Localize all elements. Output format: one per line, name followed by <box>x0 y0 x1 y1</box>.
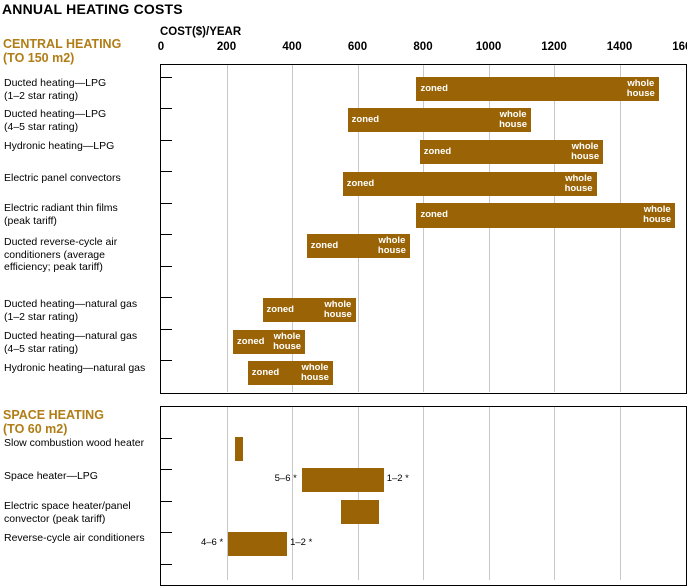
gridline <box>619 65 621 392</box>
bar-high-label: whole house <box>643 204 672 225</box>
row-tick <box>160 234 172 235</box>
gridline <box>423 65 424 392</box>
bar-low-label: zoned <box>251 367 280 378</box>
x-tick-label: 1200 <box>541 41 567 53</box>
gridline <box>292 65 293 392</box>
bar-high-label: whole house <box>571 141 600 162</box>
x-axis-title: COST($)/YEAR <box>160 26 242 38</box>
row-label: Ducted heating—natural gas (4–5 star rati… <box>4 330 138 355</box>
bar-high-label: whole house <box>273 331 302 352</box>
row-tick <box>160 171 172 172</box>
gridline <box>226 65 228 392</box>
row-tick <box>160 108 172 109</box>
bar-high-label: whole house <box>300 362 329 383</box>
bar-low-label: zoned <box>420 209 448 220</box>
row-tick <box>160 266 172 267</box>
row-tick <box>160 469 172 470</box>
row-tick <box>160 438 172 439</box>
bar-low-label: zoned <box>266 304 294 315</box>
section-subtitle-space-heating: (TO 60 m2) <box>3 422 68 436</box>
gridline <box>554 407 555 580</box>
bar-low-label: zoned <box>346 178 375 189</box>
bar-high-label: 1–2 * <box>386 473 409 484</box>
bar-high-label: whole house <box>626 78 655 99</box>
row-tick <box>160 203 172 204</box>
gridline <box>488 407 490 580</box>
gridline <box>357 65 359 392</box>
row-tick <box>160 532 172 533</box>
section-subtitle-central-heating: (TO 150 m2) <box>3 51 75 65</box>
x-tick-label: 600 <box>347 41 368 53</box>
section-title-central-heating: CENTRAL HEATING <box>3 37 122 51</box>
bar-high-label: whole house <box>323 299 352 320</box>
gridline <box>357 407 359 580</box>
row-label: Electric radiant thin films (peak tariff) <box>4 202 118 227</box>
gridline <box>292 407 293 580</box>
row-label: Hydronic heating—natural gas <box>4 362 146 374</box>
section-title-space-heating: SPACE HEATING <box>3 408 104 422</box>
gridline <box>554 65 555 392</box>
gridline <box>423 407 424 580</box>
cost-range-bar: zoned whole house <box>306 234 410 258</box>
x-tick-label: 0 <box>157 41 165 53</box>
bar-low-label: zoned <box>351 114 380 125</box>
gridline <box>226 407 228 580</box>
bar-low-label: zoned <box>420 83 448 94</box>
x-tick-label: 1600 <box>672 41 687 53</box>
x-tick-label: 200 <box>216 41 237 53</box>
row-label: Ducted reverse-cycle air conditioners (av… <box>4 236 118 273</box>
bar-high-label: whole house <box>377 235 406 256</box>
gridline <box>488 65 490 392</box>
row-tick <box>160 564 172 565</box>
gridline <box>619 407 621 580</box>
row-label: Slow combustion wood heater <box>4 437 145 449</box>
row-tick <box>160 501 172 502</box>
x-tick-label: 1400 <box>606 41 633 53</box>
row-label: Ducted heating—natural gas (1–2 star rati… <box>4 298 138 323</box>
cost-range-bar: zoned whole house <box>247 361 333 385</box>
cost-range-bar: zoned whole house <box>416 77 659 101</box>
chart-title: ANNUAL HEATING COSTS <box>2 1 183 17</box>
row-label: Reverse-cycle air conditioners <box>4 532 145 544</box>
row-label: Electric panel convectors <box>4 172 121 184</box>
row-label: Ducted heating—LPG (4–5 star rating) <box>4 108 107 133</box>
cost-range-bar: zoned whole house <box>347 108 532 132</box>
x-tick-label: 400 <box>282 41 302 53</box>
bar-high-label: whole house <box>564 173 593 194</box>
row-tick <box>160 329 172 330</box>
cost-range-bar <box>301 468 384 492</box>
bar-low-label: 5–6 * <box>274 473 297 484</box>
cost-range-bar: zoned whole house <box>342 172 597 196</box>
cost-range-bar <box>228 532 288 556</box>
cost-range-bar: zoned whole house <box>262 298 356 322</box>
bar-low-label: zoned <box>237 336 265 347</box>
row-tick <box>160 360 172 361</box>
bar-high-label: whole house <box>499 109 528 130</box>
bar-high-label: 1–2 * <box>290 537 313 548</box>
row-label: Electric space heater/panel convector (pe… <box>4 500 131 525</box>
bar-low-label: zoned <box>423 146 452 157</box>
cost-range-bar: zoned whole house <box>416 202 676 228</box>
cost-range-bar <box>234 437 243 461</box>
row-label: Hydronic heating—LPG <box>4 140 115 152</box>
x-tick-label: 1000 <box>475 41 502 53</box>
row-label: Ducted heating—LPG (1–2 star rating) <box>4 77 107 102</box>
row-label: Space heater—LPG <box>4 470 98 482</box>
bar-low-label: zoned <box>310 240 339 251</box>
row-tick <box>160 77 172 78</box>
cost-range-bar: zoned whole house <box>419 140 604 164</box>
x-tick-label: 800 <box>413 41 433 53</box>
row-tick <box>160 297 172 298</box>
cost-range-bar: zoned whole house <box>233 330 306 354</box>
bar-low-label: 4–6 * <box>200 537 224 548</box>
row-tick <box>160 140 172 141</box>
cost-range-bar <box>341 500 379 524</box>
